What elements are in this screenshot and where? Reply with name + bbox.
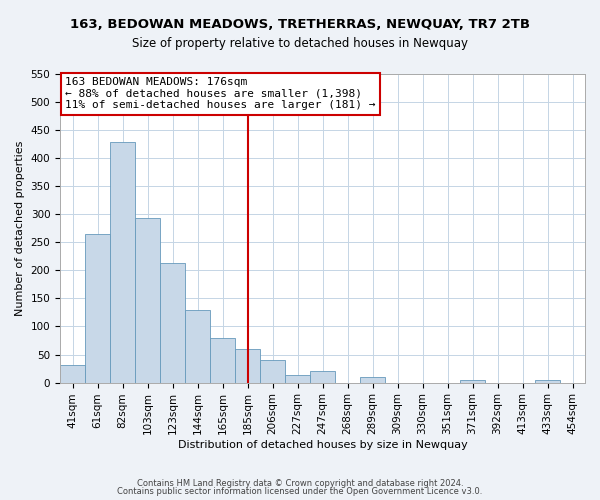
Text: Size of property relative to detached houses in Newquay: Size of property relative to detached ho…: [132, 38, 468, 51]
Text: 163 BEDOWAN MEADOWS: 176sqm
← 88% of detached houses are smaller (1,398)
11% of : 163 BEDOWAN MEADOWS: 176sqm ← 88% of det…: [65, 77, 376, 110]
Bar: [135, 218, 160, 382]
Bar: [210, 338, 235, 382]
Bar: [85, 234, 110, 382]
Bar: [60, 364, 85, 382]
Bar: [310, 372, 335, 382]
Text: 163, BEDOWAN MEADOWS, TRETHERRAS, NEWQUAY, TR7 2TB: 163, BEDOWAN MEADOWS, TRETHERRAS, NEWQUA…: [70, 18, 530, 30]
Bar: [185, 310, 210, 382]
Bar: [235, 350, 260, 382]
Text: Contains public sector information licensed under the Open Government Licence v3: Contains public sector information licen…: [118, 487, 482, 496]
Bar: [360, 377, 385, 382]
Bar: [535, 380, 560, 382]
X-axis label: Distribution of detached houses by size in Newquay: Distribution of detached houses by size …: [178, 440, 467, 450]
Bar: [110, 142, 135, 382]
Bar: [285, 374, 310, 382]
Text: Contains HM Land Registry data © Crown copyright and database right 2024.: Contains HM Land Registry data © Crown c…: [137, 478, 463, 488]
Y-axis label: Number of detached properties: Number of detached properties: [15, 140, 25, 316]
Bar: [460, 380, 485, 382]
Bar: [160, 262, 185, 382]
Bar: [260, 360, 285, 382]
